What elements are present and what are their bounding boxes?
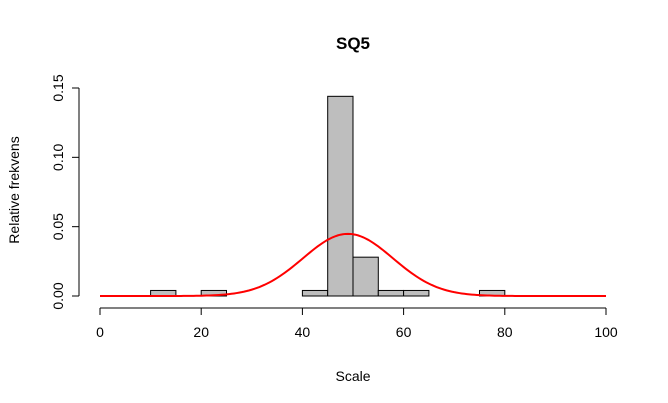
y-tick-label: 0.15 [50, 74, 66, 101]
x-tick-label: 60 [396, 324, 412, 340]
x-tick-label: 100 [594, 324, 618, 340]
histogram-bar [301, 289, 329, 297]
histogram-bars [150, 95, 506, 297]
x-tick-label: 40 [295, 324, 311, 340]
density-curve-group [100, 232, 606, 297]
x-tick-label: 20 [193, 324, 209, 340]
y-tick-label: 0.10 [50, 143, 66, 170]
x-axis-label: Scale [335, 368, 370, 384]
x-axis: 0 20 40 60 80 100 [96, 307, 618, 340]
y-axis-label: Relative frekvens [6, 136, 22, 243]
chart-title: SQ5 [336, 34, 370, 53]
histogram-bar [352, 256, 379, 297]
x-tick-label: 0 [96, 324, 104, 340]
histogram-bar [377, 289, 405, 297]
y-tick-label: 0.05 [50, 213, 66, 240]
x-tick-label: 80 [497, 324, 513, 340]
y-tick-label: 0.00 [50, 282, 66, 309]
histogram-bar [327, 95, 354, 297]
density-curve [100, 232, 606, 297]
y-axis: 0.00 0.05 0.10 0.15 [50, 74, 80, 310]
histogram-bar [403, 289, 430, 297]
